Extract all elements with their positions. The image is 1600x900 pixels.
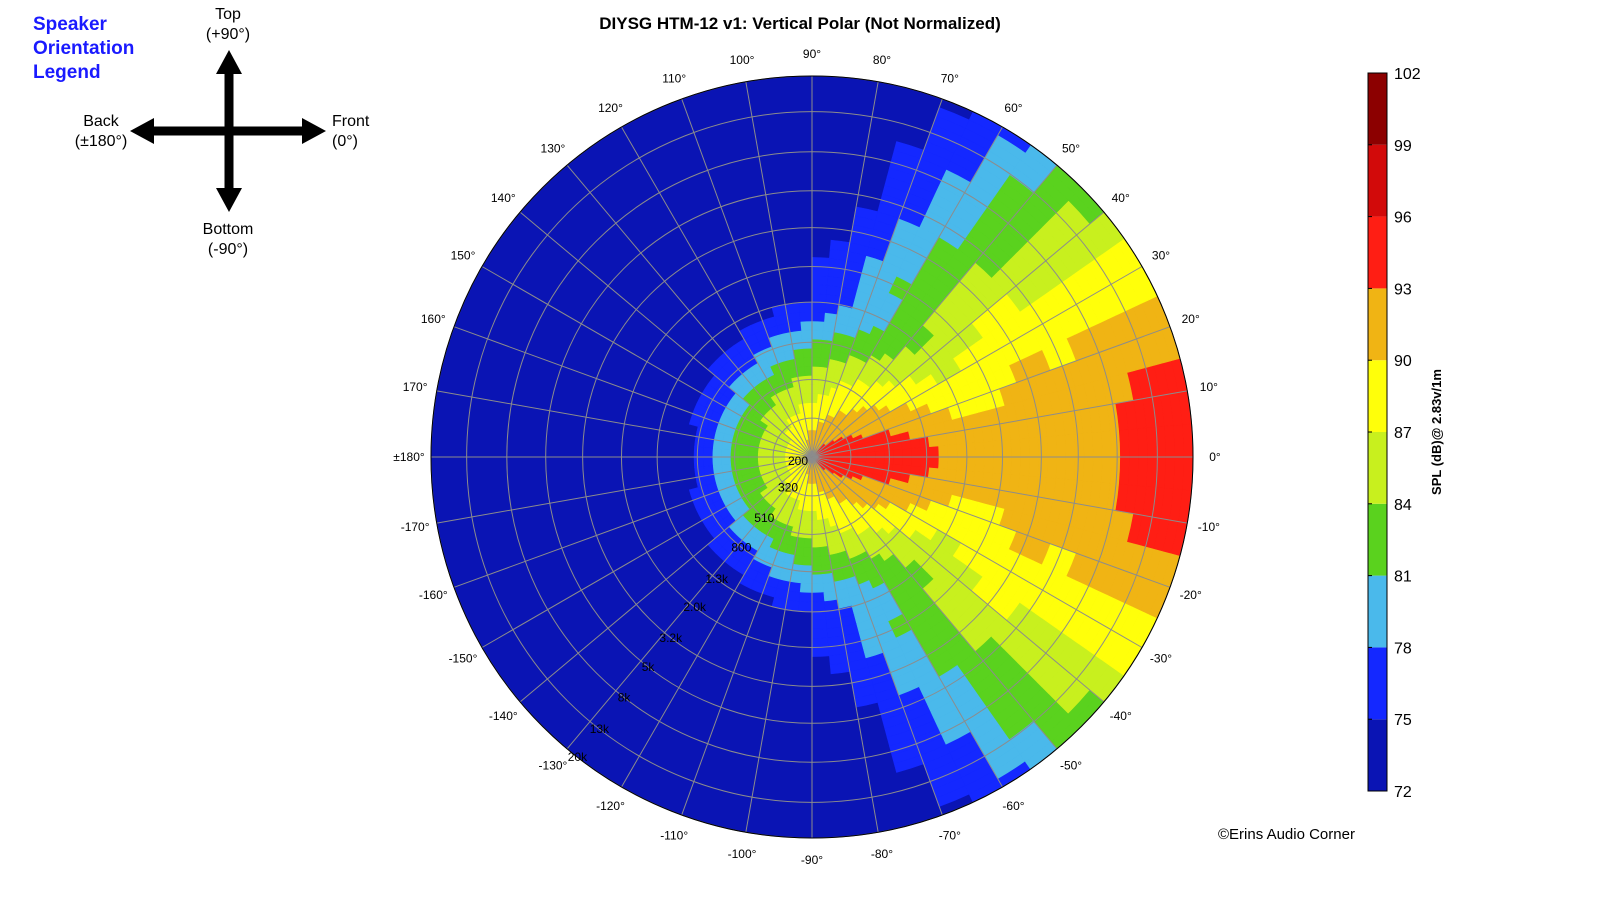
colorbar-tick-label: 102 xyxy=(1394,66,1421,83)
orientation-legend-title: Speaker Orientation Legend xyxy=(33,13,134,85)
colorbar-segment xyxy=(1368,73,1387,145)
colorbar-tick-label: 81 xyxy=(1394,569,1412,586)
colorbar-tick-label: 90 xyxy=(1394,353,1412,370)
colorbar-segment xyxy=(1368,360,1387,432)
colorbar-segment xyxy=(1368,647,1387,720)
orientation-top-angle: (+90°) xyxy=(205,26,251,43)
orientation-top-label: Top (+90°) xyxy=(198,5,258,45)
legend-title-line: Legend xyxy=(33,62,101,83)
colorbar-tick-label: 78 xyxy=(1394,640,1412,657)
heatmap-cell xyxy=(688,413,702,427)
polar-plot: 0°10°20°30°40°50°60°70°80°90°100°110°120… xyxy=(393,47,1221,867)
orientation-arrows xyxy=(130,50,326,212)
colorbar-tick-label: 99 xyxy=(1394,138,1412,155)
orientation-top-text: Top xyxy=(215,6,241,23)
colorbar-segment xyxy=(1368,288,1387,361)
colorbar-segment xyxy=(1368,719,1387,791)
arrow-left-icon xyxy=(130,118,154,144)
colorbar-tick-label: 87 xyxy=(1394,425,1412,442)
colorbar-tick-label: 84 xyxy=(1394,497,1412,514)
colorbar-segment xyxy=(1368,432,1387,504)
orientation-front-angle: (0°) xyxy=(332,133,358,150)
orientation-front-text: Front xyxy=(332,113,370,130)
colorbar-tick-label: 93 xyxy=(1394,281,1412,298)
colorbar-segment xyxy=(1368,144,1387,217)
orientation-front-label: Front (0°) xyxy=(332,112,369,152)
colorbar-segment xyxy=(1368,575,1387,648)
chart-title: DIYSG HTM-12 v1: Vertical Polar (Not Nor… xyxy=(599,14,1001,33)
colorbar-label: SPL (dB)@ 2.83v/1m xyxy=(1429,369,1444,495)
arrow-right-icon xyxy=(302,118,326,144)
heatmap-cell xyxy=(829,239,851,252)
copyright-text: ©Erins Audio Corner xyxy=(1218,826,1355,843)
orientation-back-label: Back (±180°) xyxy=(58,112,144,152)
colorbar-tick-label: 96 xyxy=(1394,210,1412,227)
arrow-up-icon xyxy=(216,50,242,74)
legend-title-line: Speaker xyxy=(33,14,107,35)
orientation-back-angle: (±180°) xyxy=(74,133,128,150)
legend-title-line: Orientation xyxy=(33,38,135,59)
heatmap-cell xyxy=(771,304,788,318)
orientation-bottom-text: Bottom xyxy=(202,221,254,238)
colorbar-tick-label: 75 xyxy=(1394,712,1412,729)
arrow-down-icon xyxy=(216,188,242,212)
orientation-bottom-angle: (-90°) xyxy=(207,241,249,258)
orientation-back-text: Back xyxy=(83,113,119,130)
colorbar-segment xyxy=(1368,216,1387,289)
colorbar-segment xyxy=(1368,503,1387,576)
orientation-bottom-label: Bottom (-90°) xyxy=(190,220,266,260)
colorbar-tick-label: 72 xyxy=(1394,784,1412,801)
